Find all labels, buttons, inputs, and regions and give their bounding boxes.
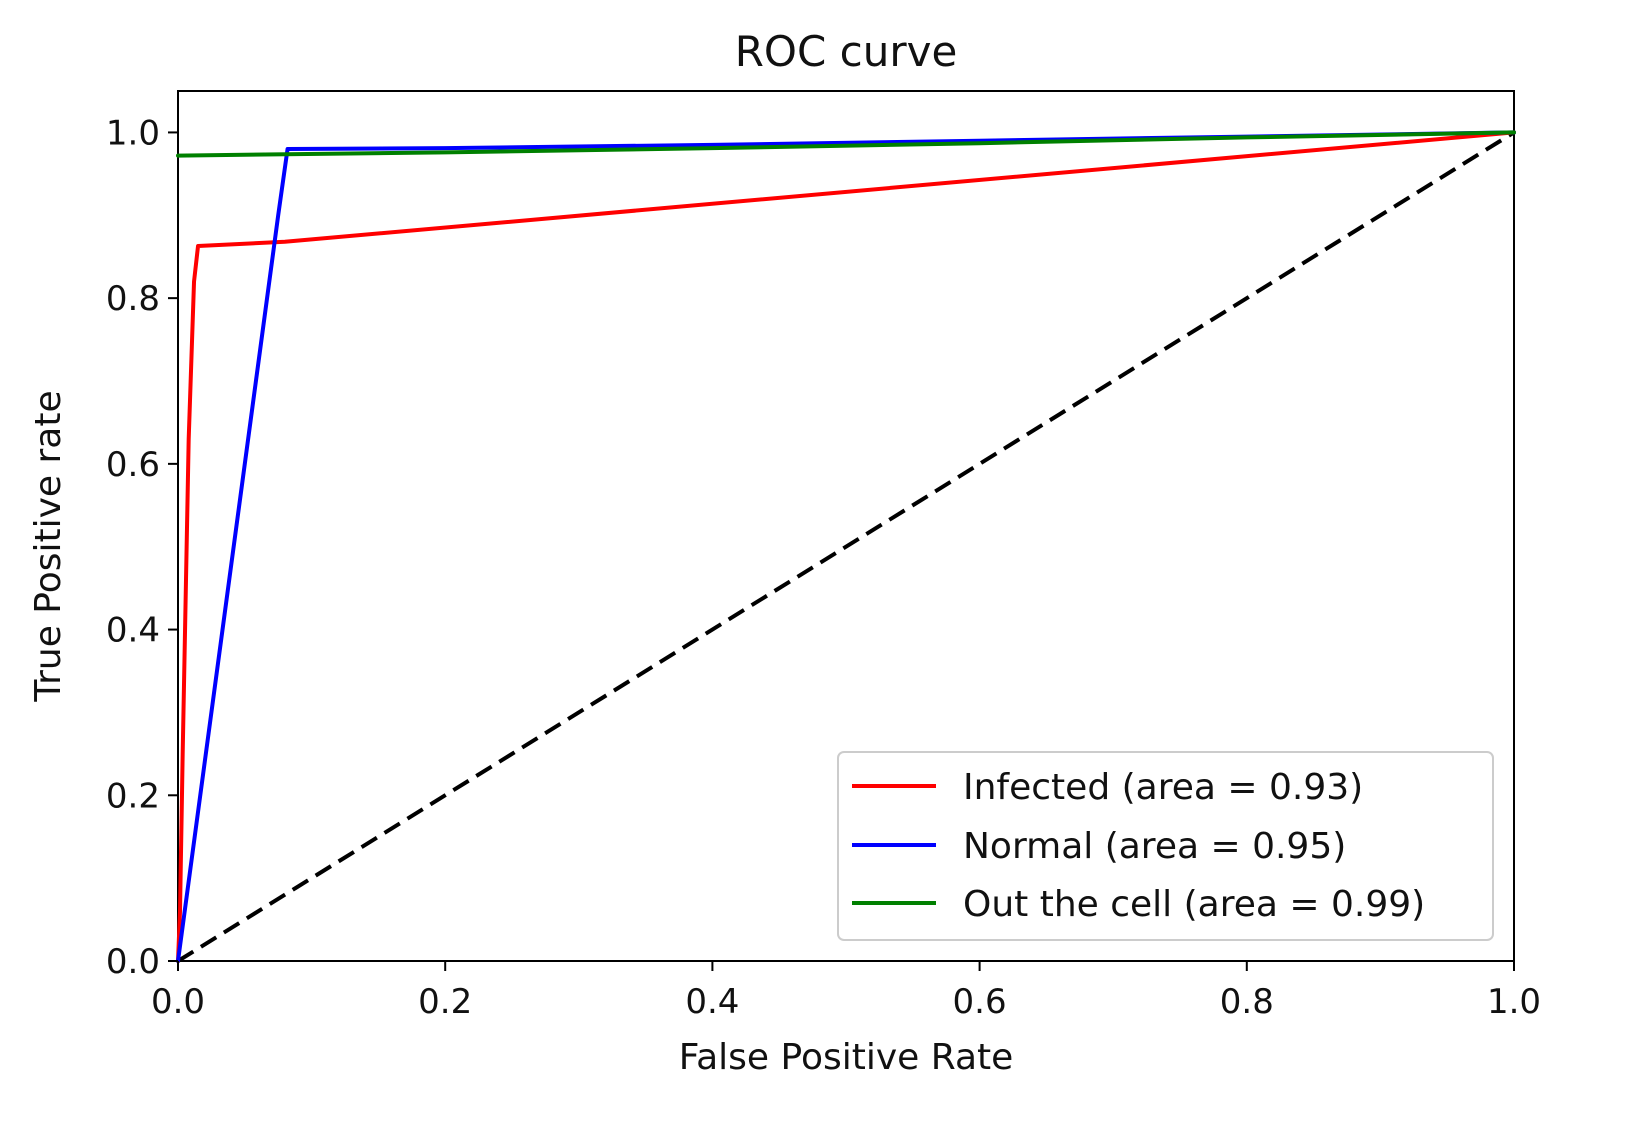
legend-items: Infected (area = 0.93) Normal (area = 0.9… xyxy=(852,767,1425,925)
x-tick-label: 0.8 xyxy=(1220,982,1274,1022)
legend-label-normal: Normal (area = 0.95) xyxy=(963,826,1346,867)
y-tick-label: 1.0 xyxy=(106,113,160,153)
y-axis-ticks: 0.0 0.2 0.4 0.6 0.8 1.0 xyxy=(106,113,178,982)
y-tick-label: 0.6 xyxy=(106,445,160,485)
y-axis-title: True Positive rate xyxy=(28,390,69,702)
x-tick-label: 0.4 xyxy=(685,982,739,1022)
legend-label-out-the-cell: Out the cell (area = 0.99) xyxy=(963,884,1425,925)
series-layer xyxy=(176,130,1516,963)
chance-reference-line xyxy=(176,130,1516,963)
x-tick-label: 0.2 xyxy=(418,982,472,1022)
x-axis-ticks: 0.0 0.2 0.4 0.6 0.8 1.0 xyxy=(151,961,1541,1022)
legend: Infected (area = 0.93) Normal (area = 0.9… xyxy=(837,751,1494,941)
x-tick-label: 1.0 xyxy=(1487,982,1541,1022)
y-tick-label: 0.2 xyxy=(106,776,160,816)
x-tick-label: 0.6 xyxy=(953,982,1007,1022)
x-axis-title: False Positive Rate xyxy=(679,1037,1014,1078)
series-line-out-the-cell xyxy=(176,130,1516,158)
chart-title: ROC curve xyxy=(735,27,958,76)
x-tick-label: 0.0 xyxy=(151,982,205,1022)
y-tick-label: 0.4 xyxy=(106,611,160,651)
legend-label-infected: Infected (area = 0.93) xyxy=(963,767,1363,808)
y-tick-label: 0.8 xyxy=(106,279,160,319)
series-line-infected xyxy=(176,130,1516,963)
y-tick-label: 0.0 xyxy=(106,942,160,982)
legend-box xyxy=(837,751,1494,941)
